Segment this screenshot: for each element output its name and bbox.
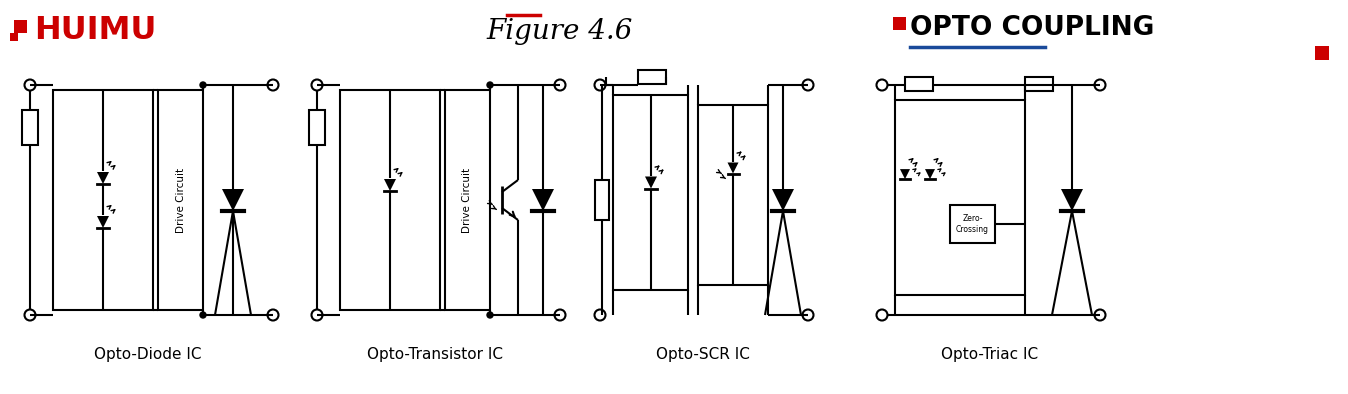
Polygon shape [1061,189,1082,211]
Polygon shape [384,179,396,191]
Bar [1024,77,1053,91]
Polygon shape [644,177,656,188]
Circle shape [487,312,493,318]
Bar [905,77,933,91]
Text: Figure 4.6: Figure 4.6 [487,18,634,45]
Polygon shape [222,189,244,211]
Bar [309,110,325,145]
Polygon shape [97,216,109,228]
Text: Drive Circuit: Drive Circuit [462,167,473,232]
Bar [53,90,154,310]
Bar [445,90,491,310]
Bar [594,180,609,220]
Polygon shape [772,189,794,211]
Polygon shape [900,169,910,179]
Bar [638,70,666,84]
Bar [22,110,38,145]
Text: Drive Circuit: Drive Circuit [175,167,186,232]
Polygon shape [925,169,936,179]
Bar [892,17,906,30]
Polygon shape [728,162,739,173]
Text: Zero-
Crossing: Zero- Crossing [956,214,989,234]
Bar [158,90,204,310]
Polygon shape [97,172,109,184]
Text: Opto-Transistor IC: Opto-Transistor IC [367,348,503,362]
Bar [698,105,768,285]
Polygon shape [532,189,554,211]
Bar [950,205,995,243]
Bar [9,33,18,41]
Text: OPTO COUPLING: OPTO COUPLING [910,15,1154,41]
Text: Opto-SCR IC: Opto-SCR IC [656,348,749,362]
Bar [13,20,27,33]
Bar [895,100,1024,295]
Circle shape [200,82,206,88]
Bar [340,90,439,310]
Text: HUIMU: HUIMU [34,15,156,46]
Text: Opto-Diode IC: Opto-Diode IC [94,348,202,362]
Circle shape [487,82,493,88]
Bar [613,95,687,290]
Text: Opto-Triac IC: Opto-Triac IC [941,348,1038,362]
Bar [1316,46,1329,60]
Circle shape [200,312,206,318]
